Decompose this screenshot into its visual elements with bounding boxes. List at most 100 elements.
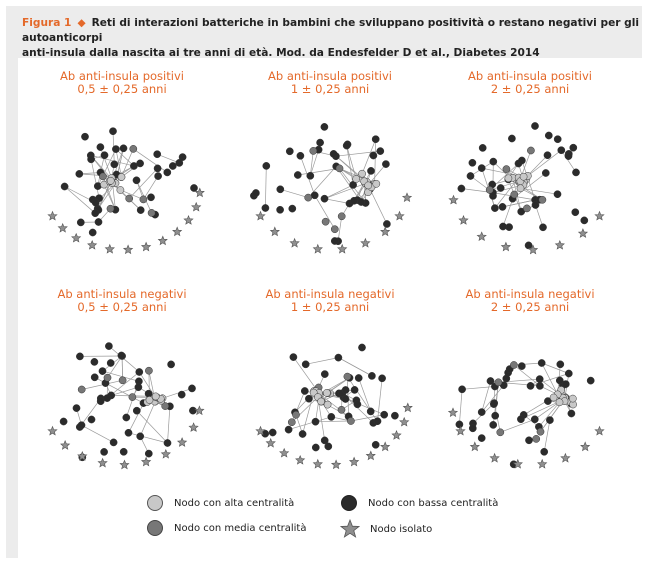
low-centrality-node [110,160,119,169]
panel-title: Ab anti-insula negativi [57,287,186,301]
low-centrality-node [320,123,329,131]
legend: Nodo con alta centralità Nodo con bassa … [18,482,644,558]
low-centrality-node [94,218,103,226]
low-centrality-node [306,171,315,180]
low-centrality-node [564,369,573,378]
network-edge [120,148,134,178]
low-centrality-node [87,155,95,164]
network-edge [167,406,171,444]
low-centrality-node [311,417,320,426]
high-centrality-node [352,175,361,183]
network-edge [128,432,168,444]
isolated-node-star [289,237,300,248]
isolated-node-star [380,441,391,452]
low-centrality-node [569,143,578,152]
medium-centrality-node [538,195,547,204]
low-centrality-node [468,424,477,433]
medium-centrality-node [147,209,156,217]
low-centrality-node [383,220,391,228]
low-centrality-node [122,413,131,422]
medium-centrality-node [496,428,505,437]
low-centrality-node [524,241,533,250]
medium-centrality-node [527,146,535,155]
isolated-node-star [87,239,98,250]
network-edge [535,204,544,228]
low-centrality-node [316,138,324,147]
network-edge [374,139,377,184]
networks-area: Ab anti-insula positivi 0,5 ± 0,25 anni Ab… [18,58,644,482]
isolated-node-star [476,231,487,242]
network-edge [111,386,139,396]
low-centrality-node [391,411,399,420]
medium-centrality-node [523,204,531,213]
medium-centrality-node [337,212,346,221]
low-centrality-node [87,415,96,424]
isolated-node-star [57,222,68,233]
low-centrality-node [153,164,162,173]
isolated-node-star [140,241,152,252]
low-centrality-node [367,167,375,175]
network-edge [347,376,371,412]
low-centrality-node [555,376,564,385]
low-centrality-node [477,164,486,172]
isolated-node-star [312,458,323,469]
high-centrality-node [323,400,332,409]
isolated-node-star [348,456,360,467]
low-centrality-node [268,428,277,437]
isolated-node-star [401,192,413,203]
isolated-node-star [527,244,539,255]
isolated-node-star-icon [340,519,360,538]
isolated-node-star [47,210,58,221]
medium-centrality-node [337,405,346,414]
low-centrality-node [371,440,380,449]
network-edge [139,401,156,437]
high-centrality-node [317,397,325,406]
low-centrality-node [76,218,85,227]
network-edge [527,149,562,177]
network-edge [541,362,558,395]
low-centrality-node [324,442,333,451]
panel-title: Ab anti-insula negativi [465,287,594,301]
network-edge [346,145,357,179]
isolated-node-star [191,201,202,212]
low-centrality-node [168,162,177,170]
network-edge [513,364,541,387]
low-centrality-node [276,205,284,214]
low-centrality-node [543,151,552,160]
network-edge [361,139,377,174]
isolated-node-star [391,430,402,440]
low-centrality-node [276,185,285,194]
low-centrality-node [154,172,162,180]
caption-line-2: anti-insula dalla nascita ai tre anni di… [22,47,540,59]
high-centrality-node [358,169,366,178]
low-centrality-node [300,387,309,395]
low-centrality-node [489,157,498,166]
low-centrality-node [285,147,294,156]
isolated-node-star [255,425,266,436]
network-edge [462,386,495,390]
low-centrality-node [136,206,145,214]
low-centrality-node [517,415,525,424]
legend-label-low: Nodo con bassa centralità [368,497,499,509]
low-centrality-node [526,382,535,390]
low-centrality-node [376,147,385,155]
low-centrality-node [531,122,539,130]
panel-title: Ab anti-insula positivi [60,69,184,83]
isolated-node-star [194,187,205,198]
panel-subtitle: 1 ± 0,25 anni [291,82,369,96]
low-centrality-node [496,184,505,192]
low-centrality-node [90,373,99,382]
high-centrality-node [322,389,331,397]
low-centrality-node [489,400,498,408]
low-centrality-node [350,196,358,205]
low-centrality-node [330,237,339,245]
network-edge [561,150,577,173]
low-centrality-node [132,176,141,185]
high-centrality-node-icon [147,495,163,511]
low-centrality-node [59,417,68,426]
legend-label-isolated: Nodo isolato [370,523,433,535]
network-edge [102,370,139,382]
network-edge [520,187,558,195]
isolated-node-star [489,452,500,463]
low-centrality-node [498,203,507,211]
